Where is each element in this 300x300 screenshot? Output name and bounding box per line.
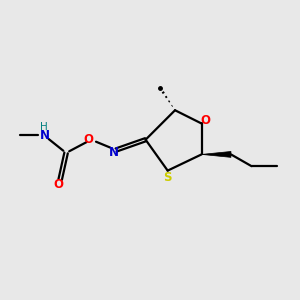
Text: S: S: [164, 171, 172, 184]
Text: H: H: [40, 122, 47, 132]
Polygon shape: [202, 152, 231, 158]
Text: N: N: [40, 129, 50, 142]
Text: O: O: [84, 133, 94, 146]
Text: O: O: [200, 114, 210, 127]
Text: N: N: [109, 146, 119, 159]
Text: O: O: [54, 178, 64, 191]
